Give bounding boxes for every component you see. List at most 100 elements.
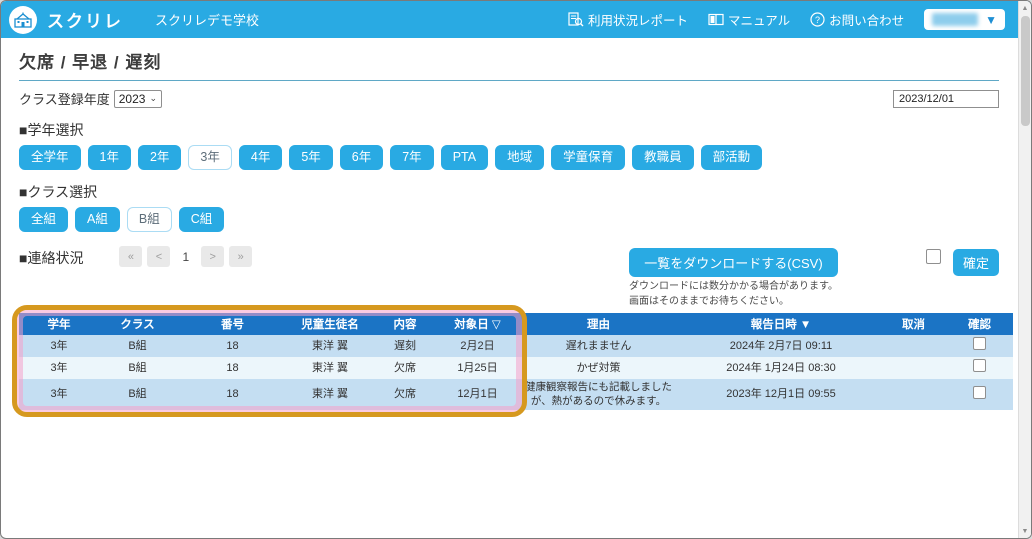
cell-type: 欠席 bbox=[371, 357, 439, 379]
cell-type: 遅刻 bbox=[371, 335, 439, 357]
vertical-scrollbar[interactable]: ▲ ▼ bbox=[1018, 1, 1031, 538]
grade-button-afterschool[interactable]: 学童保育 bbox=[551, 145, 626, 170]
csv-note-line2: 画面はそのままでお待ちください。 bbox=[628, 295, 789, 307]
usage-report-link[interactable]: 利用状況レポート bbox=[568, 10, 688, 29]
cell-grade: 3年 bbox=[19, 357, 99, 379]
class-year-label: クラス登録年度 bbox=[19, 92, 110, 107]
table-row: 3年 B組 18 東洋 翼 欠席 12月1日 健康観察報告にも記載しましたが、熱… bbox=[19, 379, 1013, 411]
cell-confirm bbox=[946, 357, 1013, 379]
manual-label: マニュアル bbox=[727, 14, 791, 28]
status-table: 学年 クラス 番号 児童生徒名 内容 対象日 ▽ 理由 報告日時 ▼ 取消 確認 bbox=[19, 313, 1013, 411]
class-section-heading: ■クラス選択 bbox=[19, 184, 98, 200]
cell-number: 18 bbox=[176, 335, 289, 357]
scrollbar-down-arrow-icon[interactable]: ▼ bbox=[1019, 524, 1031, 538]
col-header-cancel: 取消 bbox=[881, 313, 946, 335]
date-input[interactable]: 2023/12/01 bbox=[893, 89, 999, 108]
pagination-first-button[interactable]: « bbox=[119, 246, 143, 267]
row-confirm-checkbox[interactable] bbox=[973, 359, 986, 373]
grade-button-all[interactable]: 全学年 bbox=[19, 145, 81, 170]
chevron-down-icon: ▼ bbox=[985, 12, 997, 27]
class-button-all[interactable]: 全組 bbox=[19, 207, 69, 232]
status-row: ■連絡状況 « < 1 > » 一覧をダウンロードする(CSV) ダウンロードに… bbox=[19, 246, 999, 309]
cell-reported-at: 2023年 12月1日 09:55 bbox=[681, 379, 881, 411]
pagination-last-button[interactable]: » bbox=[229, 246, 253, 267]
top-navigation: 利用状況レポート マニュアル ? bbox=[568, 9, 1005, 30]
pagination: « < 1 > » bbox=[119, 246, 253, 267]
cell-confirm bbox=[946, 379, 1013, 411]
grade-button-club[interactable]: 部活動 bbox=[700, 145, 763, 170]
cell-reason: かぜ対策 bbox=[516, 357, 681, 379]
csv-download-block: 一覧をダウンロードする(CSV) ダウンロードには数分かかる場合があります。 画… bbox=[628, 248, 838, 309]
cell-class: B組 bbox=[99, 379, 176, 411]
brand-name[interactable]: スクリレ bbox=[47, 12, 123, 31]
grade-button-1[interactable]: 1年 bbox=[87, 145, 131, 170]
row-confirm-checkbox[interactable] bbox=[973, 337, 986, 351]
csv-note: ダウンロードには数分かかる場合があります。 画面はそのままでお待ちください。 bbox=[629, 280, 838, 309]
grade-button-3-selected[interactable]: 3年 bbox=[188, 145, 232, 170]
usage-report-label: 利用状況レポート bbox=[587, 14, 688, 28]
grade-button-region[interactable]: 地域 bbox=[495, 145, 545, 170]
grade-button-5[interactable]: 5年 bbox=[289, 145, 333, 170]
pagination-prev-button[interactable]: < bbox=[147, 246, 171, 267]
grade-button-2[interactable]: 2年 bbox=[137, 145, 182, 170]
grade-button-7[interactable]: 7年 bbox=[390, 145, 434, 170]
class-year-select[interactable]: 2023 ⌄ bbox=[113, 89, 162, 108]
table-header-row: 学年 クラス 番号 児童生徒名 内容 対象日 ▽ 理由 報告日時 ▼ 取消 確認 bbox=[19, 313, 1013, 335]
class-year-row: クラス登録年度 2023 ⌄ 2023/12/01 bbox=[19, 89, 999, 108]
cell-reported-at: 2024年 2月7日 09:11 bbox=[681, 335, 881, 357]
app-logo bbox=[9, 5, 37, 34]
manual-book-icon bbox=[708, 13, 724, 26]
class-button-c[interactable]: C組 bbox=[178, 207, 225, 232]
cell-type: 欠席 bbox=[371, 379, 439, 411]
status-section-heading: ■連絡状況 bbox=[19, 250, 84, 266]
help-question-icon: ? bbox=[810, 12, 825, 27]
cell-student-name: 東洋 翼 bbox=[289, 335, 371, 357]
confirm-all-checkbox[interactable] bbox=[925, 249, 941, 264]
select-caret-icon: ⌄ bbox=[149, 93, 157, 103]
cell-target-date: 1月25日 bbox=[439, 357, 516, 379]
scrollbar-thumb[interactable] bbox=[1021, 16, 1030, 126]
cell-target-date: 12月1日 bbox=[439, 379, 516, 411]
class-button-a[interactable]: A組 bbox=[75, 207, 120, 232]
cell-reported-at: 2024年 1月24日 08:30 bbox=[681, 357, 881, 379]
scrollbar-up-arrow-icon[interactable]: ▲ bbox=[1019, 1, 1031, 15]
status-table-wrap: 学年 クラス 番号 児童生徒名 内容 対象日 ▽ 理由 報告日時 ▼ 取消 確認 bbox=[12, 305, 1013, 417]
col-header-student-name: 児童生徒名 bbox=[289, 313, 371, 335]
cell-grade: 3年 bbox=[19, 335, 99, 357]
csv-download-button[interactable]: 一覧をダウンロードする(CSV) bbox=[628, 248, 838, 277]
manual-link[interactable]: マニュアル bbox=[708, 10, 790, 29]
col-header-reported-at-sortable[interactable]: 報告日時 ▼ bbox=[681, 313, 881, 335]
cell-number: 18 bbox=[176, 379, 289, 411]
grade-section-heading: ■学年選択 bbox=[19, 122, 84, 138]
class-button-row: 全組 A組 B組 C組 bbox=[19, 207, 999, 232]
grade-button-pta[interactable]: PTA bbox=[440, 145, 489, 170]
table-row: 3年 B組 18 東洋 翼 遅刻 2月2日 遅れまません 2024年 2月7日 … bbox=[19, 335, 1013, 357]
class-button-b-selected[interactable]: B組 bbox=[126, 207, 172, 232]
table-row: 3年 B組 18 東洋 翼 欠席 1月25日 かぜ対策 2024年 1月24日 … bbox=[19, 357, 1013, 379]
school-building-icon bbox=[14, 12, 32, 28]
usage-report-icon bbox=[568, 12, 584, 27]
contact-label: お問い合わせ bbox=[829, 14, 905, 28]
cell-reason: 遅れまません bbox=[516, 335, 681, 357]
pagination-next-button[interactable]: > bbox=[201, 246, 225, 267]
main-content: 欠席 / 早退 / 遅刻 クラス登録年度 2023 ⌄ 2023/12/01 ■… bbox=[1, 38, 1031, 417]
col-header-grade: 学年 bbox=[19, 313, 99, 335]
grade-button-4[interactable]: 4年 bbox=[238, 145, 283, 170]
confirm-group: 確定 bbox=[925, 248, 999, 276]
cell-class: B組 bbox=[99, 335, 176, 357]
user-menu-dropdown[interactable]: ▼ bbox=[924, 9, 1005, 30]
csv-note-line1: ダウンロードには数分かかる場合があります。 bbox=[628, 281, 838, 292]
user-name-redacted bbox=[932, 13, 979, 26]
col-header-confirm: 確認 bbox=[946, 313, 1013, 335]
grade-button-staff[interactable]: 教職員 bbox=[632, 145, 694, 170]
grade-button-6[interactable]: 6年 bbox=[339, 145, 384, 170]
confirm-button[interactable]: 確定 bbox=[952, 249, 999, 276]
row-confirm-checkbox[interactable] bbox=[973, 385, 986, 399]
svg-text:?: ? bbox=[815, 15, 820, 25]
cell-number: 18 bbox=[176, 357, 289, 379]
page-title: 欠席 / 早退 / 遅刻 bbox=[19, 53, 162, 72]
contact-link[interactable]: ? お問い合わせ bbox=[810, 10, 904, 29]
cell-grade: 3年 bbox=[19, 379, 99, 411]
col-header-target-date-sortable[interactable]: 対象日 ▽ bbox=[439, 313, 516, 335]
cell-cancel bbox=[881, 335, 946, 357]
